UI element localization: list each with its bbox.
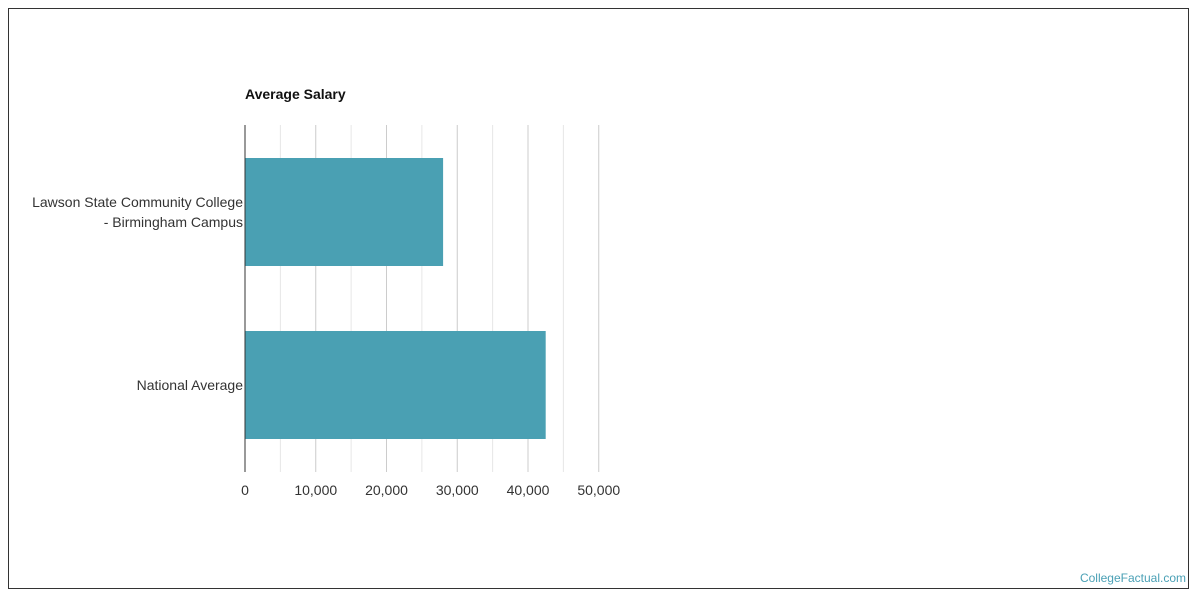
bar-0[interactable] — [245, 158, 444, 266]
chart-title: Average Salary — [245, 86, 346, 102]
x-tick-labels: 0 10,000 20,000 30,000 40,000 50,000 — [241, 482, 620, 498]
bars — [245, 158, 546, 439]
category-labels: Lawson State Community College - Birmingh… — [32, 194, 243, 393]
x-tick-label: 20,000 — [365, 482, 408, 498]
bar-1[interactable] — [245, 331, 546, 439]
site-credit[interactable]: CollegeFactual.com — [1079, 571, 1186, 585]
x-tick-label: 40,000 — [507, 482, 550, 498]
x-tick-label: 0 — [241, 482, 249, 498]
category-label: National Average — [137, 377, 244, 393]
x-tick-label: 10,000 — [294, 482, 337, 498]
x-tick-label: 30,000 — [436, 482, 479, 498]
category-label: Lawson State Community College — [32, 194, 243, 210]
x-tick-label: 50,000 — [577, 482, 620, 498]
category-label: - Birmingham Campus — [104, 214, 243, 230]
